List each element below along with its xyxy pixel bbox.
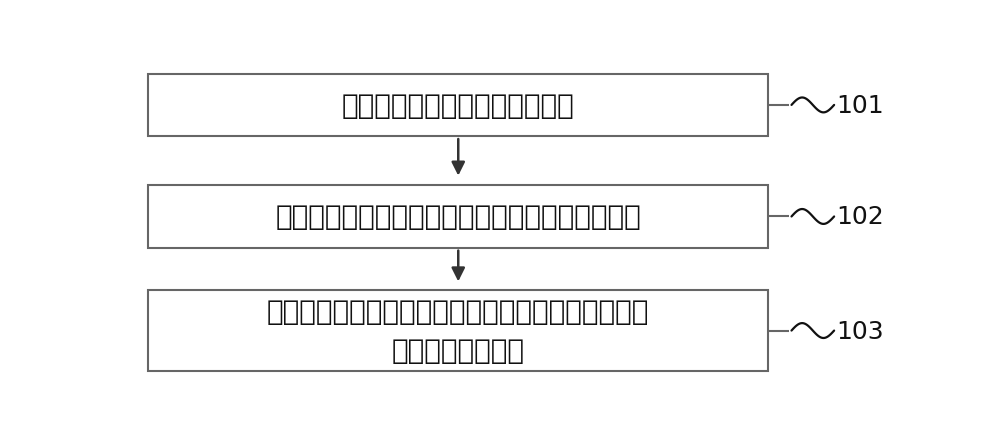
Text: 通过主链条在阳离子隔膜结构内链传输所述待镀板: 通过主链条在阳离子隔膜结构内链传输所述待镀板 [275, 203, 641, 231]
FancyBboxPatch shape [148, 290, 768, 371]
Text: 101: 101 [836, 94, 884, 118]
Text: 采用独立阳极室以及所述阳离子隔膜内的复合酸体系
对待镀板进行电镀: 采用独立阳极室以及所述阳离子隔膜内的复合酸体系 对待镀板进行电镀 [267, 297, 649, 364]
Text: 102: 102 [836, 205, 884, 229]
Text: 采用上位移电镀夹具夹紧待镀板: 采用上位移电镀夹具夹紧待镀板 [342, 92, 575, 120]
Text: 103: 103 [836, 319, 884, 343]
FancyBboxPatch shape [148, 186, 768, 248]
FancyBboxPatch shape [148, 74, 768, 137]
